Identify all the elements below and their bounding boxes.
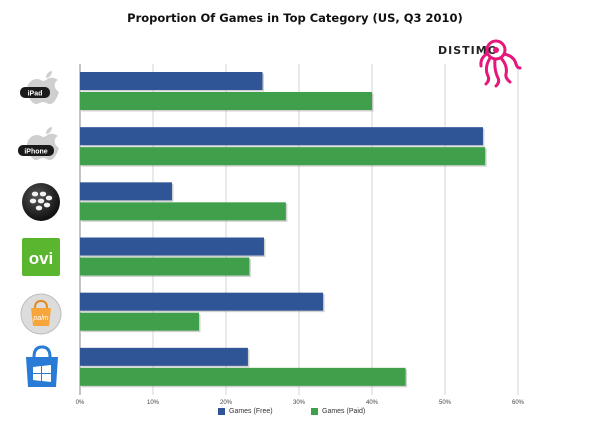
chart-title: Proportion Of Games in Top Category (US,… [127, 11, 463, 25]
ovi-icon: ovi [22, 238, 60, 276]
bar-paid [80, 147, 486, 166]
bar-free [80, 72, 263, 90]
windows-phone-icon [26, 345, 58, 387]
palm-icon: palm [20, 293, 62, 335]
bar-free [80, 127, 483, 146]
x-tick-label: 50% [439, 400, 452, 406]
bar-free [80, 292, 324, 311]
bar-free [80, 347, 248, 366]
legend-label-free: Games (Free) [229, 408, 273, 415]
ipad-icon-label: iPad [28, 91, 43, 98]
legend-item-free: Games (Free) [218, 408, 273, 415]
x-tick-label: 10% [147, 400, 160, 406]
legend-label-paid: Games (Paid) [322, 408, 366, 415]
iphone-apple-icon: iPhone [18, 127, 59, 160]
bar-free [80, 237, 264, 256]
x-tick-label: 20% [220, 400, 233, 406]
x-tick-label: 60% [512, 400, 525, 406]
bar-paid [80, 367, 406, 386]
bar-paid [80, 312, 199, 331]
iphone-icon-label: iPhone [24, 149, 47, 156]
x-tick-label: 0% [76, 400, 85, 406]
distimo-brand-text: DISTIMO [438, 44, 499, 57]
x-tick-label: 40% [366, 400, 379, 406]
bar-free [80, 182, 172, 201]
ovi-icon-label: ovi [29, 249, 54, 268]
ipad-apple-icon: iPad [20, 71, 59, 104]
legend-swatch-paid [311, 408, 318, 415]
bar-paid [80, 202, 286, 221]
distimo-octopus-logo-icon [479, 39, 522, 88]
x-tick-label: 30% [293, 400, 306, 406]
bar-paid [80, 257, 250, 276]
legend-item-paid: Games (Paid) [311, 408, 365, 415]
bar-paid [80, 92, 372, 110]
legend-swatch-free [218, 408, 225, 415]
blackberry-icon [22, 183, 60, 221]
palm-icon-label: palm [32, 315, 48, 322]
